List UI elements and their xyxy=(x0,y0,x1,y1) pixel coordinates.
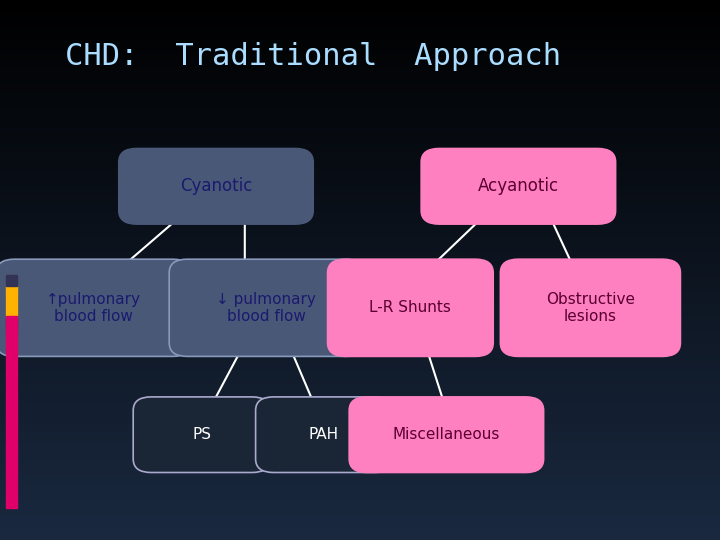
Bar xyxy=(6,286,17,316)
Text: Miscellaneous: Miscellaneous xyxy=(392,427,500,442)
Text: Acyanotic: Acyanotic xyxy=(478,177,559,195)
FancyBboxPatch shape xyxy=(133,397,270,472)
Text: L-R Shunts: L-R Shunts xyxy=(369,300,451,315)
FancyBboxPatch shape xyxy=(256,397,392,472)
Text: ↓ pulmonary
blood flow: ↓ pulmonary blood flow xyxy=(217,292,316,324)
Text: PAH: PAH xyxy=(309,427,339,442)
Text: ↑pulmonary
blood flow: ↑pulmonary blood flow xyxy=(46,292,141,324)
FancyBboxPatch shape xyxy=(0,259,191,356)
Text: CHD:  Traditional  Approach: CHD: Traditional Approach xyxy=(65,42,561,71)
FancyBboxPatch shape xyxy=(349,397,544,472)
FancyBboxPatch shape xyxy=(500,259,680,356)
Text: PS: PS xyxy=(192,427,211,442)
Text: Cyanotic: Cyanotic xyxy=(180,177,252,195)
Text: Obstructive
lesions: Obstructive lesions xyxy=(546,292,635,324)
Bar xyxy=(6,275,17,286)
FancyBboxPatch shape xyxy=(328,259,493,356)
FancyBboxPatch shape xyxy=(119,148,313,224)
FancyBboxPatch shape xyxy=(169,259,364,356)
FancyBboxPatch shape xyxy=(421,148,616,224)
Bar xyxy=(6,297,17,335)
Bar xyxy=(6,316,17,508)
